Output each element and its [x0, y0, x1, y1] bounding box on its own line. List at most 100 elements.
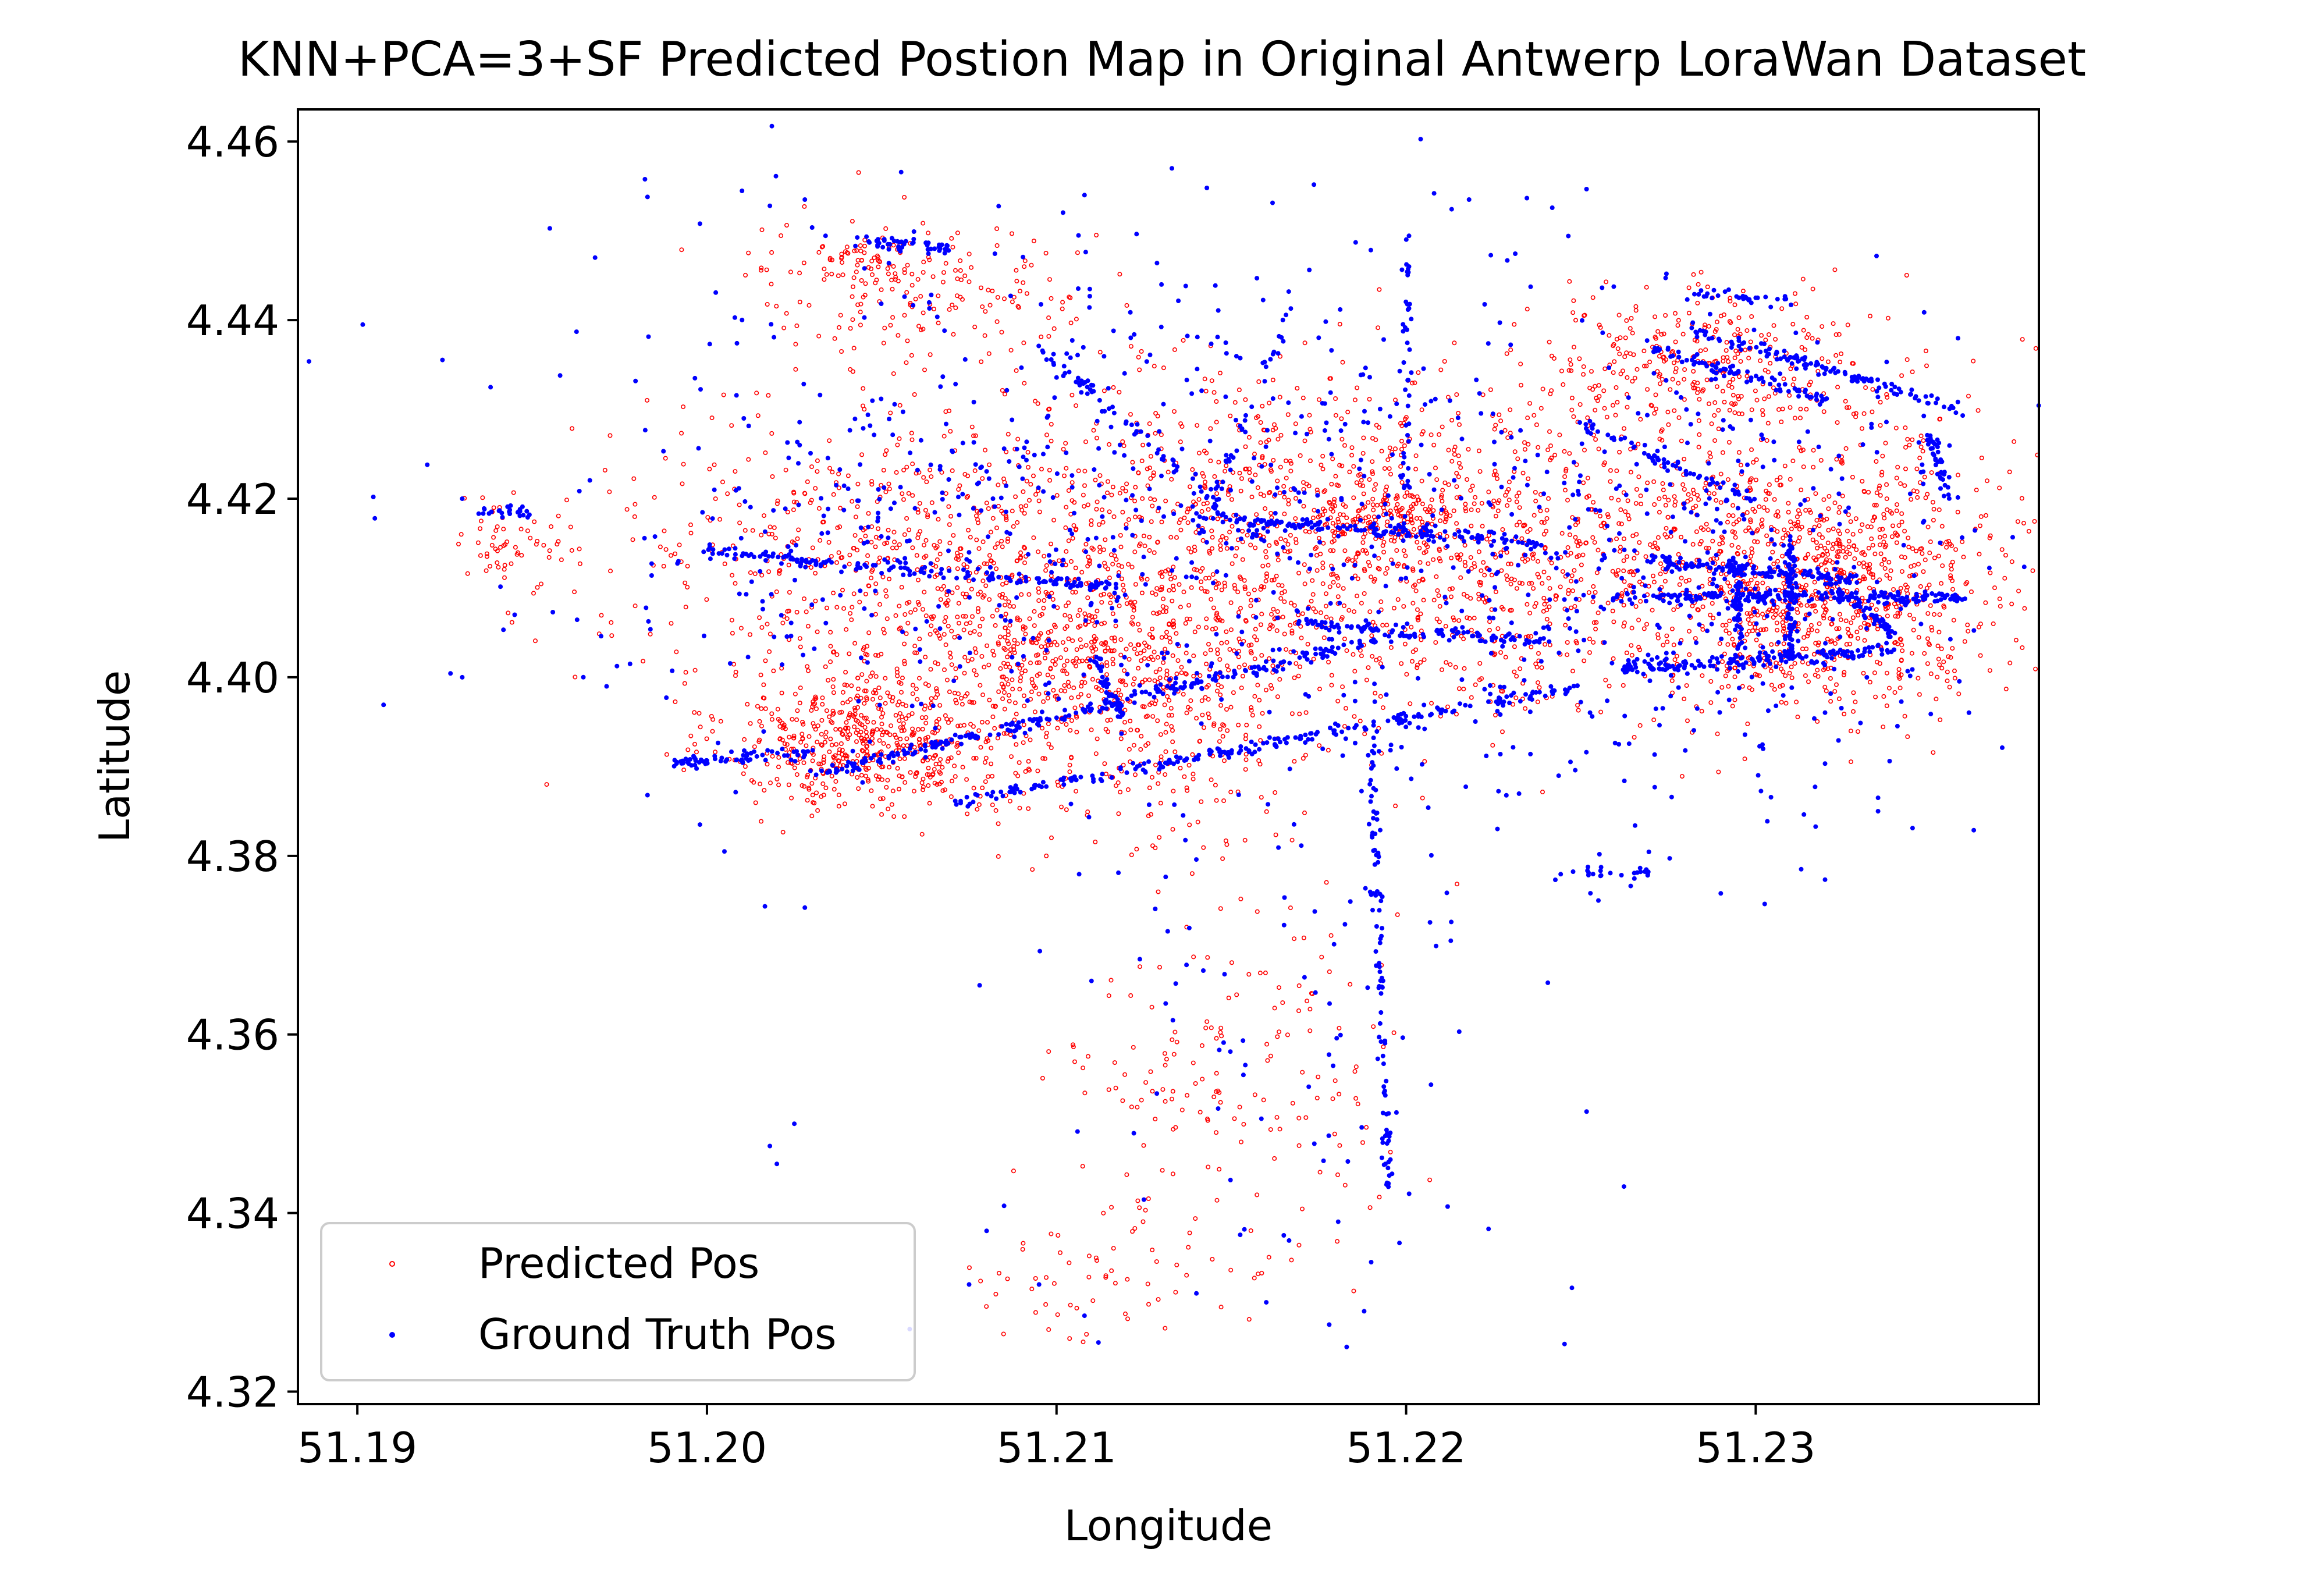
predicted-point — [842, 682, 847, 687]
predicted-point — [815, 629, 820, 634]
predicted-point — [632, 502, 638, 507]
predicted-point — [898, 626, 903, 631]
predicted-point — [1074, 656, 1079, 661]
predicted-point — [1150, 626, 1155, 631]
predicted-point — [880, 711, 886, 716]
predicted-point — [917, 740, 922, 745]
predicted-point — [573, 674, 578, 680]
predicted-point — [1022, 545, 1028, 550]
predicted-point — [1352, 669, 1358, 674]
predicted-point — [1044, 563, 1049, 568]
predicted-point — [819, 742, 824, 747]
predicted-point — [862, 701, 867, 706]
predicted-point — [1010, 509, 1015, 514]
predicted-point — [865, 744, 870, 749]
predicted-point — [1113, 638, 1118, 644]
predicted-point — [987, 462, 992, 467]
predicted-point — [912, 607, 918, 612]
predicted-point — [956, 691, 961, 697]
predicted-point — [910, 493, 915, 498]
predicted-point — [823, 730, 829, 735]
predicted-point — [829, 554, 834, 559]
predicted-point — [663, 547, 669, 552]
predicted-point — [607, 433, 613, 438]
predicted-point — [836, 793, 841, 798]
predicted-point — [971, 724, 976, 729]
predicted-point — [845, 734, 850, 740]
predicted-point — [836, 550, 841, 555]
predicted-point — [805, 479, 810, 484]
predicted-point — [780, 720, 785, 726]
predicted-point — [1057, 558, 1062, 563]
predicted-point — [1152, 550, 1157, 555]
predicted-point — [632, 603, 638, 609]
predicted-point — [787, 589, 792, 595]
predicted-point — [863, 773, 868, 779]
predicted-point — [1112, 635, 1117, 641]
predicted-point — [996, 482, 1001, 488]
predicted-point — [795, 708, 800, 713]
predicted-point — [863, 534, 868, 539]
predicted-point — [919, 832, 925, 837]
predicted-point — [1004, 580, 1009, 585]
predicted-point — [774, 776, 780, 781]
predicted-point — [983, 755, 989, 761]
predicted-point — [955, 585, 960, 590]
predicted-point — [692, 667, 698, 673]
predicted-point — [937, 552, 943, 557]
predicted-point — [831, 690, 836, 695]
predicted-point — [886, 481, 891, 486]
predicted-point — [1002, 690, 1007, 695]
predicted-point — [831, 492, 836, 497]
predicted-point — [1378, 694, 1383, 699]
predicted-point — [1032, 609, 1037, 614]
predicted-point — [828, 659, 833, 665]
predicted-point — [704, 736, 709, 741]
predicted-point — [898, 681, 904, 686]
predicted-point — [799, 731, 805, 737]
predicted-point — [927, 801, 932, 806]
predicted-point — [1018, 550, 1024, 555]
predicted-point — [850, 605, 855, 610]
predicted-point — [811, 752, 816, 757]
predicted-point — [532, 638, 538, 644]
predicted-point — [912, 745, 917, 750]
predicted-point — [855, 504, 860, 509]
predicted-point — [810, 793, 815, 798]
predicted-point — [955, 723, 961, 729]
predicted-point — [1026, 806, 1031, 811]
predicted-point — [827, 714, 832, 719]
predicted-point — [869, 575, 874, 581]
predicted-point — [1015, 773, 1021, 779]
predicted-point — [1194, 567, 1199, 573]
predicted-point — [838, 763, 843, 768]
predicted-point — [1067, 614, 1072, 619]
predicted-point — [901, 743, 906, 748]
predicted-point — [805, 773, 811, 778]
predicted-point — [948, 755, 954, 761]
predicted-point — [833, 753, 838, 758]
predicted-point — [801, 722, 806, 727]
predicted-point — [779, 552, 784, 557]
predicted-point — [879, 715, 884, 720]
predicted-point — [765, 762, 770, 767]
predicted-point — [1006, 641, 1011, 646]
predicted-point — [897, 773, 902, 779]
predicted-point — [861, 748, 866, 754]
predicted-point — [921, 784, 926, 790]
predicted-point — [777, 736, 783, 741]
predicted-point — [1122, 668, 1127, 673]
predicted-point — [887, 486, 892, 492]
predicted-point — [1157, 667, 1163, 672]
predicted-point — [641, 659, 646, 664]
predicted-point — [775, 706, 780, 712]
predicted-point — [780, 620, 786, 626]
predicted-point — [852, 724, 857, 730]
predicted-point — [987, 597, 992, 602]
predicted-point — [815, 740, 820, 745]
predicted-point — [933, 564, 939, 569]
predicted-point — [859, 713, 864, 718]
predicted-point — [742, 528, 748, 533]
predicted-point — [847, 562, 852, 567]
